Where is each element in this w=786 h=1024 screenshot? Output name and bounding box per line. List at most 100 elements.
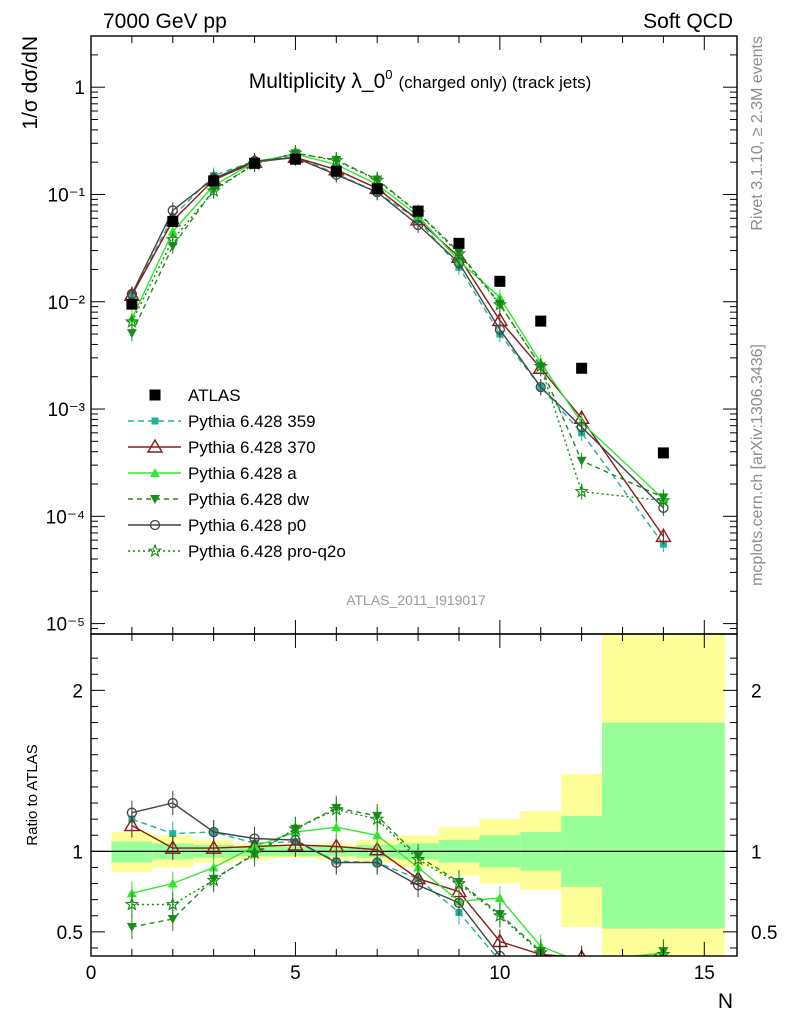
ratio-point — [126, 923, 137, 933]
chart-title-suffix: (charged only) (track jets) — [399, 73, 592, 92]
atlas-point — [657, 447, 669, 459]
data-point — [206, 183, 221, 197]
legend: ATLAS Pythia 6.428 359 Pythia 6.428 370 Pyt… — [128, 386, 346, 561]
ratio-point — [124, 896, 140, 911]
data-point — [656, 493, 671, 507]
legend-item: Pythia 6.428 p0 — [128, 516, 306, 535]
data-point — [167, 226, 178, 236]
legend-item: ATLAS — [149, 386, 241, 405]
ratio-point — [451, 875, 467, 890]
data-point — [576, 456, 587, 466]
ratio-point — [165, 896, 181, 911]
ratio-band-inner — [111, 841, 153, 863]
ratio-point — [167, 878, 178, 888]
legend-label: Pythia 6.428 pro-q2o — [188, 542, 346, 561]
ratio-point — [206, 872, 221, 887]
ratio-point — [126, 807, 138, 818]
legend-marker — [151, 417, 159, 425]
chart-title-main: Multiplicity λ_0 — [249, 70, 386, 93]
x-axis-label: N — [718, 990, 733, 1013]
ratio-point — [205, 839, 222, 854]
atlas-point — [330, 165, 342, 177]
x-tick-label: 10 — [489, 963, 510, 984]
ratio-tick-label: 2 — [72, 681, 83, 702]
ratio-point — [372, 857, 383, 868]
legend-item: Pythia 6.428 370 — [128, 438, 316, 457]
series-line — [131, 155, 664, 545]
ratio-tick-label: 2 — [751, 681, 762, 702]
ratio-point — [288, 821, 303, 836]
legend-label: Pythia 6.428 a — [188, 464, 297, 483]
data-point — [124, 314, 140, 328]
data-point — [533, 358, 549, 373]
ratio-point — [370, 811, 385, 826]
ratio-point — [247, 845, 262, 860]
atlas-data — [126, 153, 669, 459]
y-tick-label: 1 — [74, 78, 85, 99]
atlas-point — [453, 237, 465, 249]
x-tick-label: 5 — [290, 963, 301, 984]
y-tick-label: 10⁻⁴ — [46, 507, 85, 528]
ratio-series-5 — [124, 797, 671, 956]
chart-title-sup: 0 — [385, 67, 392, 82]
y-tick-label: 10⁻¹ — [48, 185, 86, 206]
ratio-point — [659, 958, 668, 967]
ratio-point — [577, 963, 586, 972]
legend-item: Pythia 6.428 a — [128, 464, 297, 483]
header-right: Soft QCD — [643, 10, 733, 33]
ratio-point — [577, 957, 587, 966]
ratio-point — [410, 851, 426, 866]
ratio-point — [372, 830, 383, 840]
chart-title: Multiplicity λ_00 (charged only) (track j… — [249, 67, 592, 93]
atlas-point — [249, 157, 261, 169]
legend-label: ATLAS — [188, 386, 241, 405]
legend-item: Pythia 6.428 359 — [128, 412, 316, 431]
atlas-point — [412, 205, 424, 217]
ratio-point — [331, 822, 342, 832]
ratio-point — [577, 986, 587, 995]
ratio-band-inner — [602, 722, 725, 929]
side-text-bottom: mcplots.cern.ch [arXiv:1306.3436] — [749, 344, 766, 586]
y-axis-label: 1/σ dσ/dN — [19, 36, 42, 130]
atlas-point — [126, 298, 138, 310]
data-point — [126, 288, 138, 300]
data-point — [126, 329, 137, 339]
legend-marker — [150, 468, 160, 477]
atlas-point — [289, 153, 301, 165]
legend-marker — [149, 519, 161, 531]
y-tick-label: 10⁻² — [48, 293, 86, 314]
data-point — [576, 421, 587, 433]
data-point — [574, 483, 589, 498]
x-tick-label: 15 — [694, 963, 715, 984]
ratio-point — [164, 839, 181, 854]
ratio-tick-label: 1 — [72, 842, 83, 863]
data-point — [655, 528, 672, 543]
data-point — [370, 172, 385, 187]
axes: 0 5 10 15 10⁻⁵ 10⁻⁴ 10⁻³ 10⁻² 10⁻¹ 1 0.5 0.5 1 1 2 2 — [46, 35, 777, 984]
data-point — [167, 205, 178, 216]
data-point — [329, 153, 344, 167]
legend-marker — [150, 495, 160, 504]
ratio-tick-label: 0.5 — [57, 923, 83, 944]
ratio-uncertainty-bands — [91, 634, 737, 956]
data-point — [494, 324, 506, 335]
ratio-point — [169, 830, 177, 838]
ratio-tick-label: 0.5 — [751, 923, 777, 944]
side-text-top: Rivet 3.1.10, ≥ 2.3M events — [749, 36, 766, 231]
legend-label: Pythia 6.428 370 — [188, 438, 316, 457]
legend-marker — [147, 543, 163, 558]
header-left: 7000 GeV pp — [103, 10, 227, 33]
ratio-frame — [90, 633, 738, 957]
ratio-point — [578, 969, 585, 976]
legend-item: Pythia 6.428 pro-q2o — [128, 542, 346, 561]
legend-marker — [146, 438, 164, 453]
ratio-point — [167, 797, 178, 809]
atlas-point — [535, 315, 547, 327]
ratio-point — [123, 817, 141, 832]
main-plot-area — [123, 145, 672, 553]
analysis-label: ATLAS_2011_I919017 — [346, 592, 486, 608]
ratio-tick-label: 1 — [751, 842, 762, 863]
data-point — [492, 296, 508, 311]
atlas-point — [208, 175, 220, 187]
